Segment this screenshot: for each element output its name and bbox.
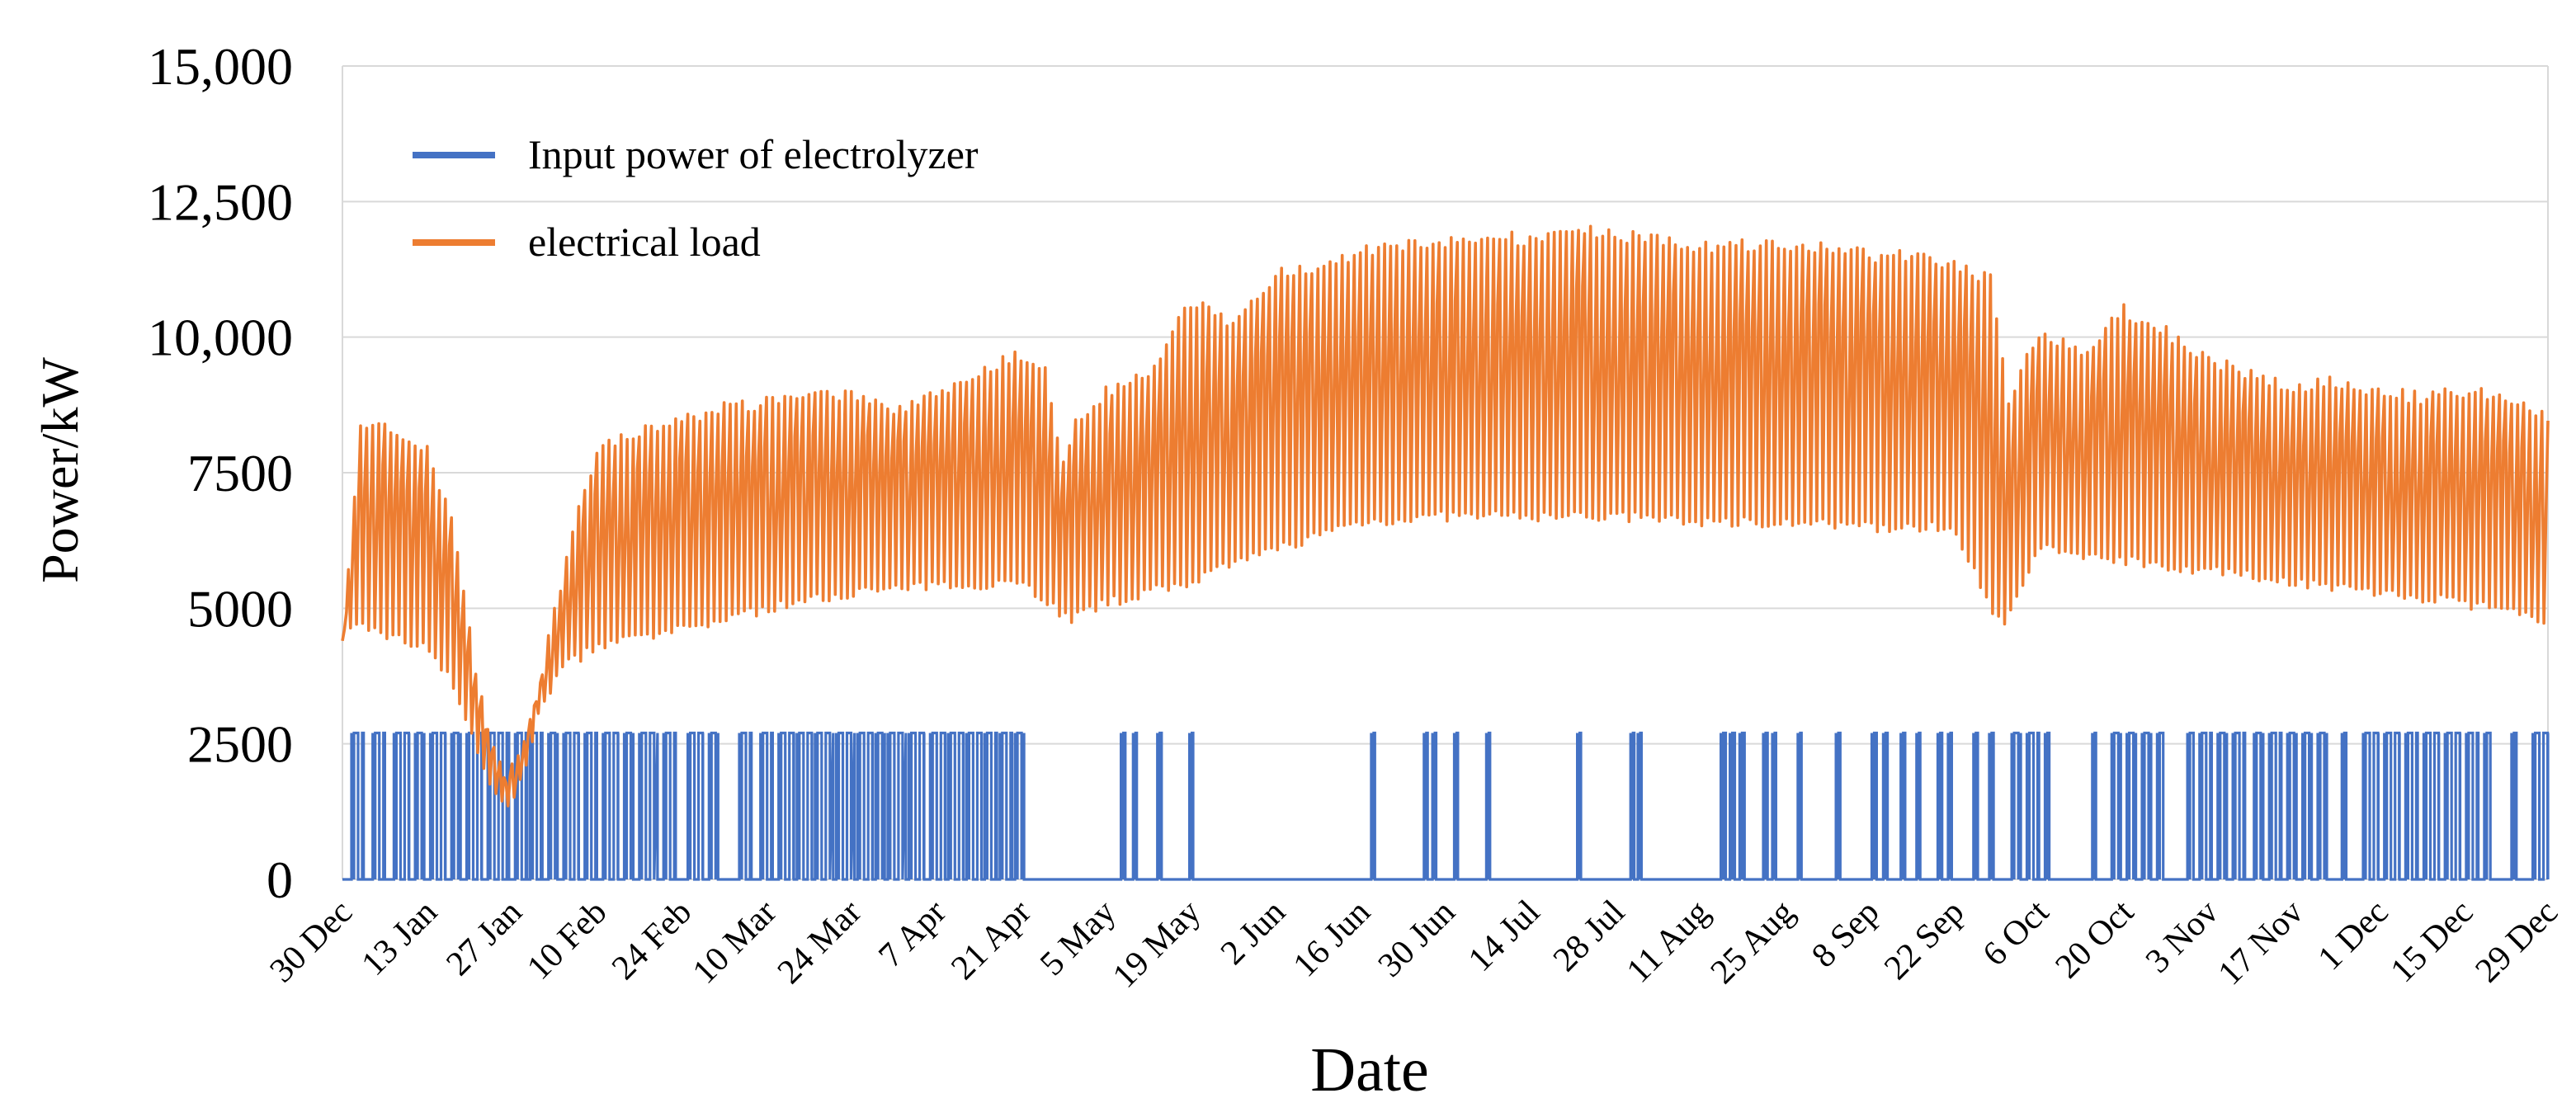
x-tick-label-15: 28 Jul	[1546, 893, 1632, 979]
x-tick-label-11: 2 Jun	[1214, 893, 1293, 973]
x-tick-label-14: 14 Jul	[1461, 893, 1547, 979]
x-tick-label-21: 20 Oct	[2048, 893, 2141, 986]
x-axis-label: Date	[1310, 1035, 1428, 1105]
y-tick-label-3: 7500	[187, 444, 293, 502]
x-tick-label-25: 15 Dec	[2384, 893, 2480, 990]
x-tick-label-6: 24 Mar	[771, 893, 869, 992]
y-tick-label-5: 12,500	[148, 172, 293, 231]
y-tick-labels: 0 2500 5000 7500 10,000 12,500 15,000	[148, 37, 293, 909]
y-tick-label-6: 15,000	[148, 37, 293, 96]
y-tick-label-0: 0	[267, 851, 293, 909]
y-axis-label: Power/kW	[31, 357, 89, 583]
legend: Input power of electrolyzer electrical l…	[413, 131, 979, 265]
electrical-load-line	[341, 224, 2550, 808]
x-tick-label-26: 29 Dec	[2469, 893, 2565, 990]
x-tick-label-24: 1 Dec	[2311, 893, 2396, 978]
x-tick-label-18: 8 Sep	[1805, 893, 1886, 975]
x-tick-label-7: 7 Apr	[871, 893, 953, 975]
legend-label-electrical-load: electrical load	[528, 219, 761, 265]
x-tick-label-13: 30 Jun	[1371, 893, 1463, 985]
x-tick-label-12: 16 Jun	[1286, 893, 1378, 985]
x-tick-label-10: 19 May	[1106, 893, 1208, 996]
electrolyzer-power-line	[342, 731, 2550, 881]
x-tick-label-8: 21 Apr	[944, 893, 1038, 987]
series-input-power-electrolyzer	[342, 731, 2550, 881]
x-tick-label-23: 17 Nov	[2211, 893, 2311, 993]
x-tick-label-16: 11 Aug	[1620, 893, 1717, 991]
x-tick-label-19: 22 Sep	[1877, 893, 1971, 987]
y-tick-label-1: 2500	[187, 715, 293, 774]
y-tick-label-4: 10,000	[148, 309, 293, 367]
x-tick-label-2: 27 Jan	[439, 893, 529, 983]
x-tick-label-5: 10 Mar	[686, 893, 784, 992]
legend-label-electrolyzer: Input power of electrolyzer	[528, 131, 979, 177]
series-electrical-load	[341, 224, 2550, 808]
y-tick-label-2: 5000	[187, 579, 293, 638]
x-tick-label-4: 24 Feb	[605, 893, 699, 987]
x-tick-label-17: 25 Aug	[1704, 893, 1802, 992]
x-tick-label-20: 6 Oct	[1976, 893, 2057, 973]
x-tick-label-3: 10 Feb	[520, 893, 614, 987]
x-tick-label-1: 13 Jan	[355, 893, 445, 983]
